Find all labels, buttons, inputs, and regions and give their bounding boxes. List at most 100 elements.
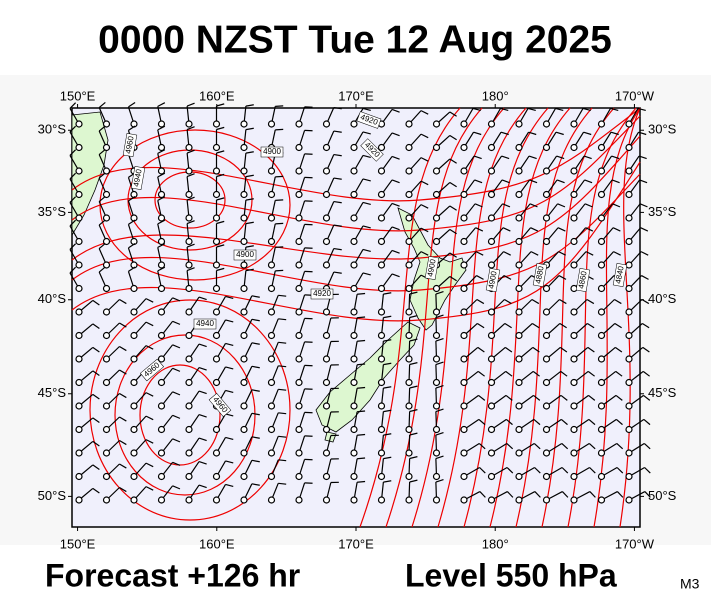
barb-flag xyxy=(186,267,195,272)
barb-flag xyxy=(585,227,594,232)
barb-station xyxy=(405,425,413,434)
barb-flag xyxy=(558,251,566,256)
barb-station xyxy=(350,190,358,199)
barb-flag xyxy=(92,487,100,494)
barb-station xyxy=(515,496,523,504)
barb-flag xyxy=(357,316,366,319)
contour-label-box xyxy=(356,111,382,129)
barb-flag xyxy=(69,102,77,109)
barb-flag xyxy=(362,201,371,205)
barb-station xyxy=(542,308,551,316)
barb-station xyxy=(185,120,193,128)
barb-flag xyxy=(529,203,538,208)
barb-flag xyxy=(172,297,181,302)
barb-station xyxy=(157,143,166,152)
barb-flag xyxy=(583,155,592,160)
barb-station xyxy=(542,237,551,246)
barb-flag xyxy=(435,479,444,483)
barb-station xyxy=(102,496,111,504)
barb-flag xyxy=(616,491,624,498)
barb-station xyxy=(625,308,633,316)
barb-station xyxy=(295,237,303,246)
barb-station xyxy=(350,449,358,457)
contour-label-text: 4920 xyxy=(313,289,331,298)
contour-label-box xyxy=(140,358,164,382)
barb-station xyxy=(267,120,276,128)
barb-station xyxy=(350,143,358,152)
barb-station xyxy=(487,143,496,152)
barb-flag xyxy=(479,467,486,474)
barb-station xyxy=(405,143,413,152)
barb-station xyxy=(212,120,221,128)
barb-station xyxy=(542,331,551,340)
barb-flag xyxy=(278,482,287,485)
barb-flag xyxy=(225,389,234,393)
barb-station xyxy=(487,355,496,363)
barb-station xyxy=(157,425,166,434)
barb-station xyxy=(75,120,83,128)
barb-station xyxy=(460,449,468,457)
barb-flag xyxy=(582,107,591,111)
barb-flag xyxy=(502,203,511,208)
barb-station xyxy=(212,449,221,457)
barb-flag xyxy=(500,107,509,111)
barb-flag xyxy=(245,104,254,107)
barb-flag xyxy=(435,314,444,319)
barb-station xyxy=(542,449,551,457)
barb-station xyxy=(570,472,578,481)
barb-station xyxy=(515,308,523,316)
barb-flag xyxy=(145,439,154,444)
barb-station xyxy=(157,472,166,481)
lon-label-bottom: 170°W xyxy=(615,536,655,551)
barb-station xyxy=(625,472,633,481)
barb-station xyxy=(432,143,441,152)
barb-station xyxy=(350,402,358,410)
barb-station xyxy=(157,261,166,269)
barb-station xyxy=(157,331,166,340)
barb-flag xyxy=(504,322,512,329)
barb-station xyxy=(515,472,523,481)
barb-station xyxy=(597,378,606,387)
barb-station xyxy=(295,331,303,340)
barb-flag xyxy=(172,344,181,349)
barb-station xyxy=(515,355,523,363)
barb-flag xyxy=(409,409,418,413)
barb-flag xyxy=(333,177,342,180)
lon-label-top: 160°E xyxy=(199,88,235,103)
barb-flag xyxy=(119,298,127,305)
barb-flag xyxy=(362,248,371,252)
barb-flag xyxy=(333,153,342,157)
lon-label-top: 150°E xyxy=(60,88,96,103)
barb-station xyxy=(75,190,83,199)
barb-station xyxy=(157,167,166,175)
barb-flag xyxy=(501,179,510,184)
barb-flag xyxy=(357,292,366,295)
barb-flag xyxy=(145,298,154,303)
barb-station xyxy=(625,120,633,128)
barb-station xyxy=(597,425,606,434)
barb-station xyxy=(625,449,633,457)
barb-station xyxy=(212,425,221,434)
barb-station xyxy=(240,167,248,175)
barb-station xyxy=(377,355,386,363)
barb-station xyxy=(212,190,221,199)
barb-station xyxy=(75,449,83,457)
barb-flag xyxy=(333,247,342,251)
barb-flag xyxy=(383,386,392,389)
barb-station xyxy=(405,261,413,269)
barb-station xyxy=(515,190,523,199)
lon-label-bottom: 160°E xyxy=(199,536,235,551)
barb-station xyxy=(460,472,468,481)
barb-flag xyxy=(362,154,371,158)
barb-flag xyxy=(506,467,514,474)
barb-station xyxy=(460,284,468,293)
barb-station xyxy=(267,378,276,387)
barb-flag xyxy=(225,366,234,370)
barb-flag xyxy=(560,394,568,401)
barb-station xyxy=(350,355,358,363)
barb-station xyxy=(405,214,413,222)
lon-label-top: 180° xyxy=(482,88,509,103)
barb-station xyxy=(405,284,413,293)
contour xyxy=(71,135,641,261)
barb-station xyxy=(570,425,578,434)
